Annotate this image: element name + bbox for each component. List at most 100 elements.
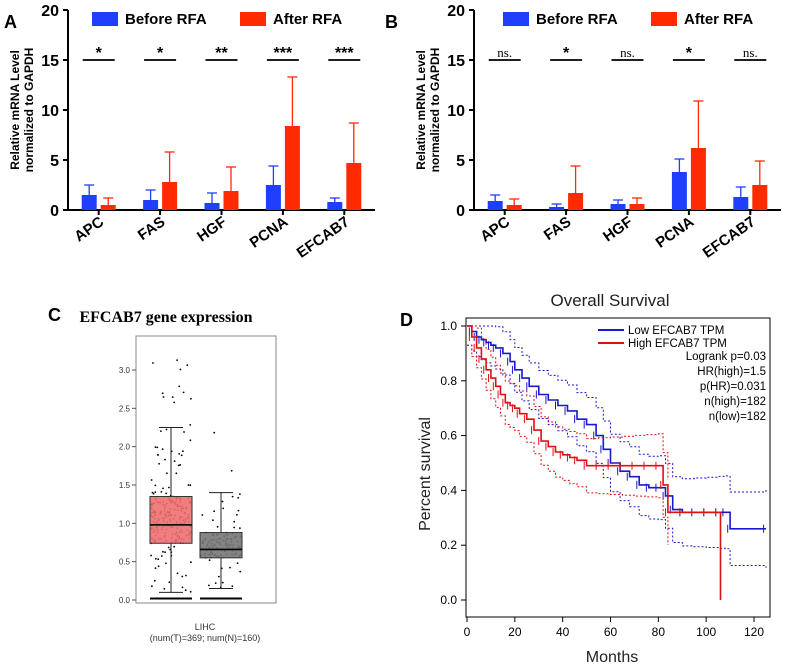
panel-d-xtick-label: 20: [508, 625, 522, 639]
panel-c-ytick-label: 2.5: [119, 404, 131, 413]
panel-a-xtick-label: PCNA: [247, 213, 292, 251]
panel-a-ytick-label: 15: [41, 53, 59, 70]
panel-c-point: [156, 446, 159, 449]
panel-d-ylabel: Percent survival: [417, 417, 434, 531]
panel-c-point: [173, 401, 176, 404]
panel-c-title: EFCAB7 gene expression: [79, 309, 252, 326]
panel-d-ytick-label: 1.0: [440, 319, 457, 333]
panel-c-point: [231, 495, 234, 498]
panel-d-ytick-label: 0.0: [440, 593, 457, 607]
panel-c-point: [181, 575, 184, 578]
panel-d-ytick-label: 0.2: [440, 538, 457, 552]
panel-c-point: [151, 585, 153, 588]
panel-c-point: [230, 469, 233, 472]
panel-c-point: [154, 491, 157, 493]
panel-d-xtick-label: 100: [696, 625, 716, 639]
panel-d-xtick-label: 40: [556, 625, 570, 639]
panel-c-point: [181, 586, 184, 589]
panel-d-high-ci-upper: [467, 325, 669, 480]
panel-c-point: [165, 562, 167, 565]
panel-b-bar: [629, 204, 645, 210]
panel-b-bar: [690, 148, 706, 210]
survival-plot-d: Overall Survival Months Percent survival…: [417, 291, 771, 666]
panel-b-bar: [568, 193, 584, 210]
panel-c-point: [183, 431, 185, 433]
panel-c-point: [237, 496, 240, 499]
panel-b-bar: [506, 205, 522, 210]
panel-d-xtick-label: 0: [464, 625, 471, 639]
panel-a-ytick-label: 10: [41, 103, 59, 120]
panel-d-stat: HR(high)=1.5: [697, 366, 766, 378]
panel-b-ylabel-line: Relative mRNA Level: [414, 50, 428, 170]
panel-c-point: [153, 579, 156, 582]
panel-d-high-curve: [467, 325, 722, 600]
panel-b-bar: [549, 207, 565, 210]
panel-b-legend-swatch: [503, 12, 529, 26]
panel-c-point: [222, 507, 225, 510]
panel-c-point: [180, 454, 183, 457]
panel-c-point: [185, 574, 187, 577]
panel-c-point: [162, 550, 164, 553]
panel-c-point: [189, 424, 192, 426]
panel-c-ytick-label: 3.0: [119, 366, 131, 375]
panel-c-point: [176, 359, 179, 361]
panel-a-ytick-label: 0: [50, 203, 59, 220]
panel-c-point: [150, 479, 153, 481]
panel-c-xnote: (num(T)=369; num(N)=160): [150, 633, 261, 643]
panel-c-point: [176, 572, 179, 575]
panel-c-xlabel: LIHC: [195, 622, 216, 632]
panel-c-point: [239, 527, 241, 529]
panel-c-point: [179, 464, 182, 466]
panel-b-sig-label: ns.: [743, 45, 758, 60]
panel-a-xtick-label: FAS: [135, 213, 169, 244]
panel-c-point: [162, 487, 164, 490]
panel-a-ylabel-line: normalized to GAPDH: [22, 48, 36, 173]
panel-c-point: [154, 567, 157, 569]
panel-label-b: B: [385, 12, 398, 32]
panel-c-point: [173, 460, 176, 462]
panel-c-point: [189, 590, 192, 593]
panel-d-stat: n(low)=182: [709, 411, 766, 423]
panel-label-d: D: [400, 310, 413, 330]
panel-b-bar: [752, 185, 768, 210]
panel-b-bar: [487, 201, 503, 210]
panel-c-point: [160, 491, 163, 493]
panel-a-bar: [143, 200, 159, 210]
panel-b-ytick-label: 10: [447, 103, 465, 120]
panel-c-point: [233, 526, 236, 529]
panel-c-point: [154, 446, 157, 448]
panel-b-sig-label: *: [686, 45, 693, 62]
panel-c-point: [233, 520, 236, 523]
panel-b-sig-label: *: [563, 45, 570, 62]
panel-a-sig-label: ***: [335, 45, 354, 62]
panel-a-ylabel-line: Relative mRNA Level: [8, 50, 22, 170]
panel-a-legend-swatch: [92, 12, 118, 26]
panel-a-sig-label: **: [215, 45, 228, 62]
panel-c-point: [157, 453, 159, 456]
panel-b-bar: [671, 172, 687, 210]
panel-c-point: [166, 472, 168, 475]
panel-b-bar: [733, 197, 749, 210]
panel-c-point: [167, 546, 170, 549]
panel-c-point: [187, 484, 190, 486]
panel-c-point: [175, 472, 178, 475]
panel-c-box: [149, 496, 193, 544]
panel-c-point: [161, 448, 164, 450]
panel-c-point: [190, 397, 192, 400]
panel-b-ytick-label: 20: [447, 3, 465, 20]
panel-c-point: [221, 500, 224, 503]
panel-c-point: [158, 462, 161, 465]
panel-c-point: [231, 585, 234, 587]
panel-d-ytick-label: 0.4: [440, 483, 457, 497]
panel-c-ytick-label: 0.5: [119, 558, 131, 567]
panel-c-point: [177, 464, 180, 467]
panel-a-legend-label: Before RFA: [125, 11, 207, 28]
panel-c-point: [160, 555, 163, 557]
panel-c-point: [201, 514, 204, 516]
panel-c-point: [178, 385, 181, 388]
panel-a-bar: [162, 182, 178, 210]
panel-c-point: [160, 430, 162, 432]
panel-a-bar: [223, 191, 239, 210]
panel-c-point: [161, 392, 164, 395]
